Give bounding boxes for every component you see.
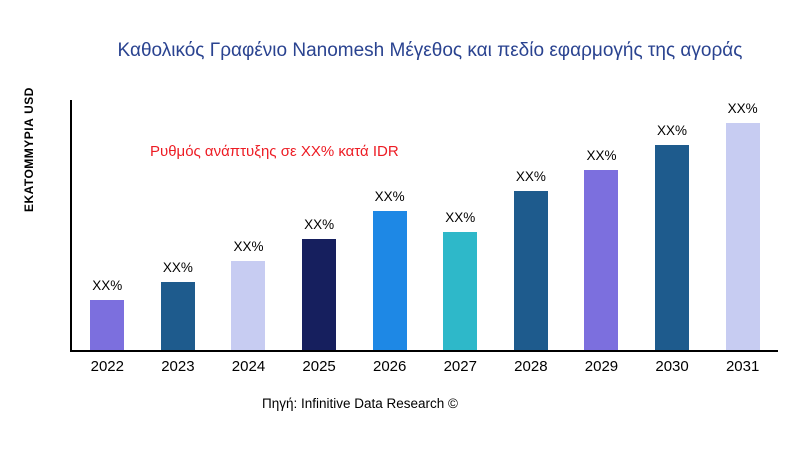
x-axis-tick-label: 2023 — [161, 358, 195, 375]
bar-group: XX% — [284, 100, 355, 350]
growth-annotation: Ρυθμός ανάπτυξης σε XX% κατά IDR — [150, 143, 399, 160]
x-axis-tick-label: 2030 — [655, 358, 689, 375]
x-axis-tick-label: 2027 — [443, 358, 477, 375]
bar-value-label: XX% — [162, 259, 193, 275]
bar-value-label: XX% — [92, 278, 123, 293]
x-axis-tick-label: 2024 — [231, 358, 266, 375]
bar-group: XX% — [637, 100, 708, 350]
y-axis-label: ΕΚΑΤΟΜΜΥΡΙΑ USD — [22, 87, 36, 213]
bar-value-label: XX% — [657, 123, 688, 139]
bar-value-label: XX% — [233, 239, 264, 255]
x-axis-tick-label: 2022 — [90, 358, 124, 375]
x-axis-ticks: 2022 2023 2024 2025 2026 2027 2028 2029 2030 2031 — [72, 358, 778, 375]
bar-group: XX% — [707, 100, 778, 350]
bar-group: XX% — [143, 100, 214, 350]
bar-value-label: XX% — [374, 189, 405, 205]
bar-group: XX% — [496, 100, 567, 350]
bar — [584, 170, 619, 350]
bar-value-label: XX% — [515, 168, 546, 184]
bar — [725, 122, 760, 350]
bar-value-label: XX% — [586, 148, 617, 164]
bar — [372, 211, 407, 350]
x-axis-tick-label: 2029 — [584, 358, 619, 375]
bar-value-label: XX% — [727, 100, 758, 116]
bar-group: XX% — [425, 100, 496, 350]
bar — [443, 231, 478, 350]
bar-group: XX% — [213, 100, 284, 350]
chart-title: Καθολικός Γραφένιο Nanomesh Μέγεθος και … — [117, 40, 743, 61]
bar — [513, 190, 548, 350]
x-axis-tick-label: 2025 — [302, 358, 336, 375]
x-axis-tick-label: 2028 — [514, 358, 548, 375]
x-axis-tick-label: 2031 — [725, 358, 760, 375]
bar-group: XX% — [354, 100, 425, 350]
bar — [302, 238, 337, 350]
bar — [231, 261, 266, 350]
bar — [655, 145, 690, 350]
bars: XX% XX% XX% XX% XX% XX% XX% XX% XX% XX% — [72, 100, 778, 350]
bar-group: XX% — [566, 100, 637, 350]
plot-area: XX% XX% XX% XX% XX% XX% XX% XX% XX% XX% — [70, 100, 778, 352]
bar — [160, 281, 195, 350]
x-axis-tick-label: 2026 — [372, 358, 407, 375]
bar-group: XX% — [72, 100, 143, 350]
source-note: Πηγή: Infinitive Data Research © — [261, 396, 459, 411]
bar — [90, 300, 125, 350]
bar-value-label: XX% — [304, 216, 335, 232]
bar-value-label: XX% — [445, 209, 476, 225]
